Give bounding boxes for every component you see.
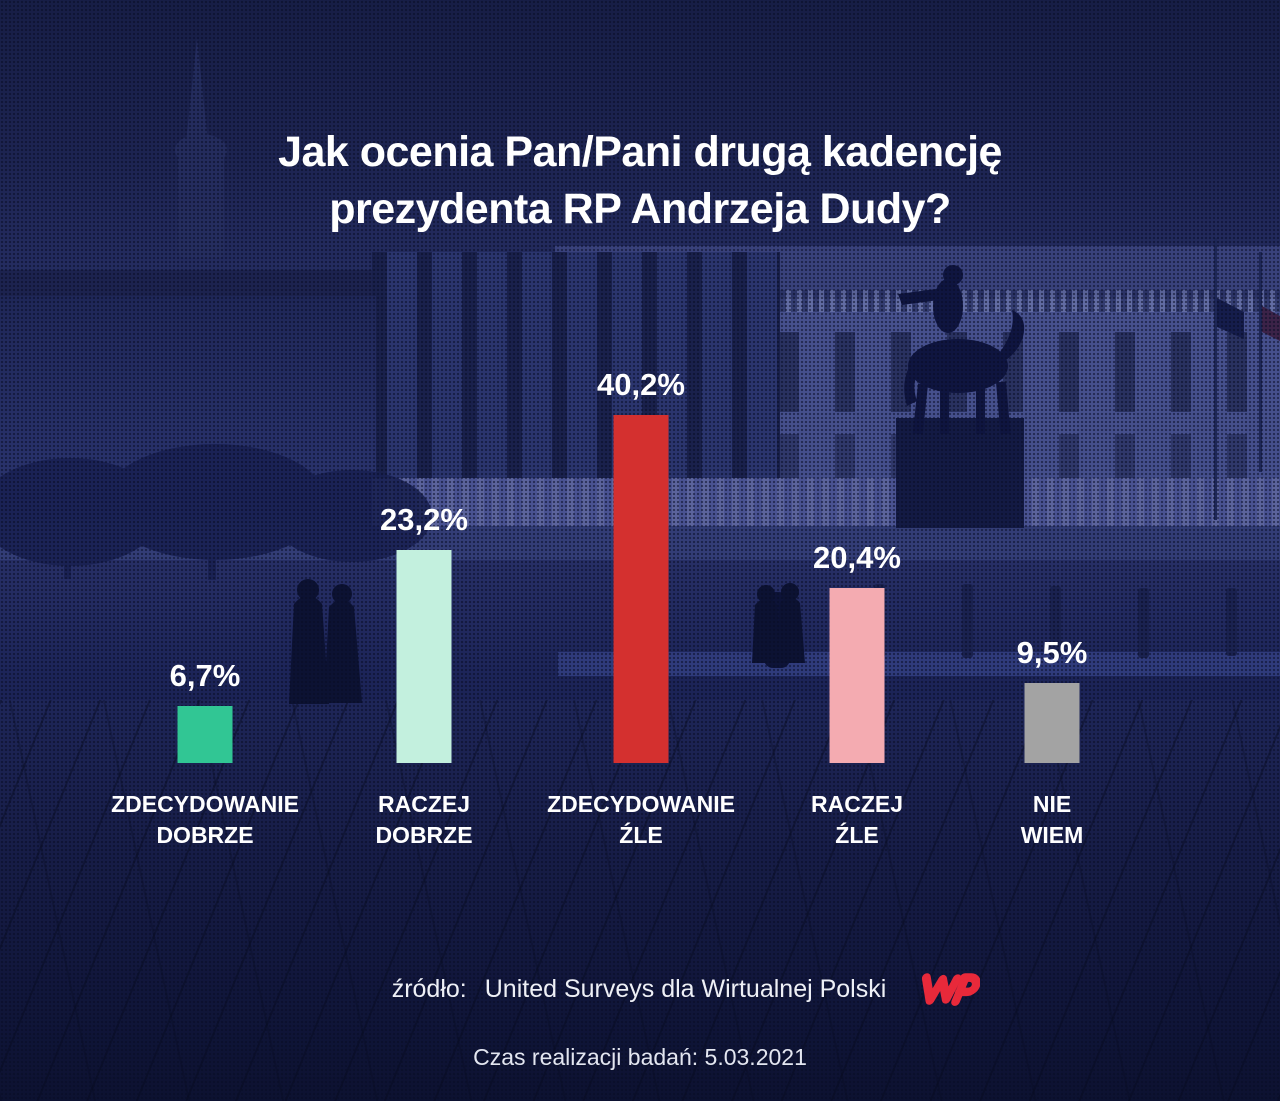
chart-title-line2: prezydenta RP Andrzeja Dudy? (329, 185, 951, 233)
chart-title-line1: Jak ocenia Pan/Pani drugą kadencję (278, 128, 1002, 176)
wp-logo-icon (922, 973, 981, 1006)
bar-value-label: 9,5% (1016, 635, 1088, 670)
chart-title: Jak ocenia Pan/Pani drugą kadencję prezyd… (0, 124, 1280, 238)
bar (396, 550, 452, 763)
bar (177, 706, 233, 763)
bar-category-label: ZDECYDOWANIE DOBRZE (111, 791, 299, 848)
bar-value-label: 40,2% (597, 367, 685, 402)
bar-value-label: 6,7% (169, 658, 241, 693)
bar-category-label: RACZEJ DOBRZE (375, 791, 473, 848)
bar-category-label: ZDECYDOWANIE ŹLE (547, 791, 735, 848)
bar-value-label: 23,2% (380, 502, 468, 537)
bar-category-label: NIE WIEM (1020, 791, 1084, 848)
bar (613, 415, 669, 763)
source-text: United Surveys dla Wirtualnej Polski (484, 974, 887, 1003)
source-row: źródło: United Surveys dla Wirtualnej Po… (46, 963, 1280, 1015)
bar (829, 588, 885, 763)
source-label: źródło: (391, 974, 467, 1003)
survey-date: Czas realizacji badań: 5.03.2021 (473, 1044, 807, 1070)
bar (1024, 683, 1080, 763)
bar-value-label: 20,4% (813, 540, 901, 575)
